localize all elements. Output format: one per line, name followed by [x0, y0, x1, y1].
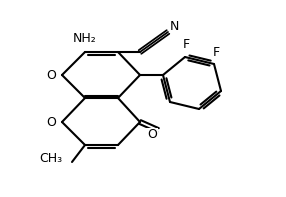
Text: NH₂: NH₂ [73, 32, 97, 45]
Text: O: O [147, 128, 157, 141]
Text: F: F [182, 37, 190, 50]
Text: O: O [46, 69, 56, 82]
Text: CH₃: CH₃ [39, 151, 62, 164]
Text: O: O [46, 115, 56, 128]
Text: N: N [169, 20, 179, 33]
Text: F: F [212, 46, 220, 59]
